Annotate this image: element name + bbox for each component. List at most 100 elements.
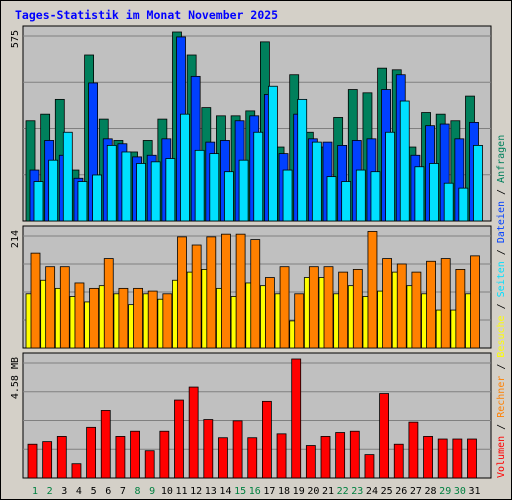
- bar-volumen-day-19: [291, 358, 302, 479]
- x-tick-label: 17: [263, 486, 275, 497]
- bar-rechner-day-12: [191, 244, 202, 349]
- bar-seiten-day-15: [238, 159, 249, 222]
- legend-item-seiten: Seiten: [496, 261, 507, 297]
- bar-seiten-day-6: [106, 144, 117, 222]
- x-tick-label: 7: [120, 486, 126, 497]
- bar-volumen-day-9: [144, 450, 155, 479]
- bar-seiten-day-2: [48, 159, 59, 222]
- x-tick-label: 29: [439, 486, 451, 497]
- bar-rechner-day-29: [440, 258, 451, 349]
- legend-separator: /: [496, 183, 507, 201]
- bar-volumen-day-2: [42, 441, 53, 479]
- legend-separator: /: [496, 297, 507, 315]
- series-rechner: [30, 231, 480, 349]
- bar-seiten-day-22: [341, 181, 352, 222]
- bar-rechner-day-24: [367, 231, 378, 349]
- bar-seiten-day-30: [458, 187, 469, 222]
- bar-volumen-day-17: [261, 400, 272, 479]
- bar-volumen-day-12: [188, 386, 199, 479]
- bar-rechner-day-25: [382, 258, 393, 349]
- bar-seiten-day-3: [62, 131, 73, 222]
- bar-seiten-day-16: [253, 131, 264, 222]
- x-tick-label: 9: [149, 486, 155, 497]
- legend-item-rechner: Rechner: [496, 376, 507, 418]
- x-tick-label: 26: [395, 486, 407, 497]
- bar-rechner-day-2: [45, 266, 56, 349]
- bar-seiten-day-23: [355, 169, 366, 222]
- bar-rechner-day-17: [264, 277, 275, 349]
- legend-item-volumen: Volumen: [496, 436, 507, 478]
- x-tick-label: 3: [61, 486, 67, 497]
- legend-separator: /: [496, 418, 507, 436]
- bar-seiten-day-25: [385, 131, 396, 222]
- bar-rechner-day-28: [426, 260, 436, 349]
- bar-volumen-day-11: [174, 399, 184, 479]
- x-tick-label: 15: [234, 486, 246, 497]
- bar-volumen-day-28: [423, 436, 433, 479]
- bar-seiten-day-26: [399, 100, 410, 222]
- bar-seiten-day-10: [165, 158, 176, 222]
- bar-rechner-day-21: [323, 266, 334, 349]
- x-tick-label: 6: [105, 486, 111, 497]
- x-tick-label: 4: [76, 486, 82, 497]
- bar-seiten-day-17: [267, 85, 278, 222]
- x-tick-label: 11: [175, 486, 187, 497]
- bar-volumen-day-22: [335, 432, 346, 479]
- bar-rechner-day-7: [118, 287, 129, 349]
- bar-seiten-day-1: [33, 181, 44, 222]
- series-seiten: [33, 85, 483, 222]
- bar-rechner-day-15: [235, 233, 246, 349]
- x-tick-label: 10: [161, 486, 173, 497]
- panel-visits: 214: [10, 225, 492, 349]
- x-tick-label: 13: [205, 486, 217, 497]
- bar-volumen-day-16: [247, 437, 258, 479]
- bar-rechner-day-5: [89, 287, 99, 349]
- x-tick-label: 18: [278, 486, 290, 497]
- bar-seiten-day-8: [136, 163, 146, 222]
- chart-title: Tages-Statistik im Monat November 2025: [15, 8, 278, 22]
- x-tick-label: 25: [381, 486, 393, 497]
- bar-seiten-day-5: [92, 174, 102, 222]
- bar-volumen-day-27: [408, 421, 419, 479]
- x-tick-label: 31: [468, 486, 480, 497]
- x-tick-label: 24: [366, 486, 378, 497]
- legend-separator: /: [496, 358, 507, 376]
- bar-seiten-day-31: [473, 144, 483, 222]
- bar-rechner-day-22: [338, 271, 349, 349]
- x-tick-label: 28: [425, 486, 437, 497]
- bar-volumen-day-8: [130, 430, 140, 479]
- bar-rechner-day-27: [411, 271, 422, 349]
- bar-volumen-day-14: [218, 437, 228, 479]
- x-tick-label: 21: [322, 486, 334, 497]
- bar-rechner-day-23: [352, 269, 363, 349]
- bar-volumen-day-1: [27, 443, 38, 479]
- bar-volumen-day-29: [437, 438, 448, 479]
- x-tick-label: 1: [32, 486, 38, 497]
- chart-panels: 575 214 4.58 MB: [10, 25, 492, 479]
- bar-seiten-day-4: [77, 181, 88, 222]
- x-tick-label: 5: [91, 486, 97, 497]
- legend-text: Volumen / Rechner / Besuche / Seiten / D…: [496, 135, 507, 478]
- bar-rechner-day-19: [294, 293, 305, 349]
- bar-rechner-day-18: [279, 266, 290, 349]
- bar-seiten-day-27: [414, 166, 425, 222]
- bar-volumen-day-24: [364, 454, 375, 479]
- bar-rechner-day-16: [250, 239, 261, 349]
- bar-seiten-day-24: [370, 171, 381, 222]
- bar-seiten-day-20: [311, 141, 322, 222]
- legend-item-dateien: Dateien: [496, 201, 507, 243]
- bar-seiten-day-28: [429, 163, 439, 222]
- x-axis-day-labels: 1 2 3 4 5 6 7 8 9 10 11 12 13 14 15 16 17 18 19 20 21 22 23 24 2…: [32, 486, 481, 497]
- bar-volumen-day-5: [86, 426, 96, 479]
- panel-volume: 4.58 MB: [10, 352, 492, 479]
- x-tick-label: 16: [249, 486, 261, 497]
- bar-rechner-day-8: [133, 287, 143, 349]
- bar-volumen-day-10: [159, 430, 170, 479]
- bar-seiten-day-29: [443, 182, 454, 222]
- bar-rechner-day-31: [470, 255, 480, 349]
- bar-volumen-day-4: [71, 463, 82, 479]
- bar-volumen-day-20: [305, 445, 316, 479]
- bar-volumen-day-7: [115, 436, 126, 479]
- legend-item-anfragen: Anfragen: [496, 135, 507, 183]
- x-tick-label: 20: [307, 486, 319, 497]
